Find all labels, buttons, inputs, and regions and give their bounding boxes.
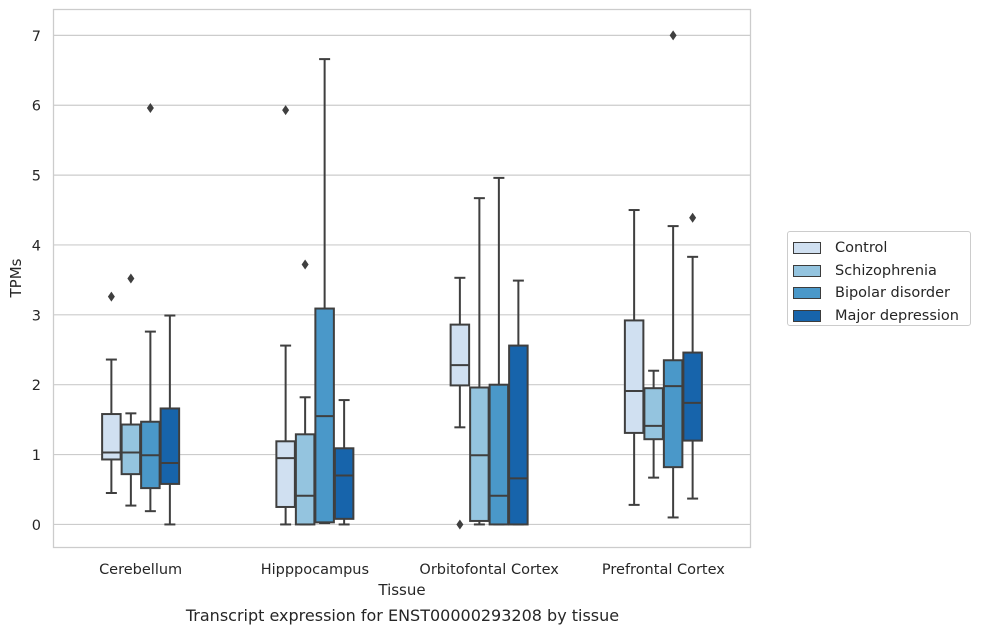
iqr-box [469, 386, 490, 522]
x-axis-label: Tissue [377, 581, 425, 599]
legend-label-bipolar-disorder: Bipolar disorder [835, 285, 950, 302]
box-orbitofontal-cortex-schizophrenia [469, 197, 490, 526]
iqr-box [662, 359, 684, 469]
box-orbitofontal-cortex-control [449, 276, 471, 530]
x-tick-label-cerebellum: Cerebellum [99, 562, 182, 578]
y-axis-label: TPMs [7, 258, 25, 298]
box-groups [101, 30, 703, 530]
outlier-point [301, 259, 309, 270]
box-hipppocampus-bipolar-disorder [314, 58, 335, 525]
x-axis-ticks: Cerebellum Hipppocampus Orbitofontal Corte… [99, 562, 725, 578]
legend-item-control: Control [793, 237, 970, 260]
box-prefrontal-cortex-control [623, 209, 645, 506]
y-axis-ticks: 0 1 2 3 4 5 6 7 [32, 29, 41, 534]
figure-caption: Transcript expression for ENST0000029320… [185, 606, 620, 625]
y-tick-label: 7 [32, 29, 41, 45]
iqr-box [508, 344, 529, 526]
outlier-point [689, 212, 697, 223]
box-cerebellum-control [101, 291, 122, 495]
x-tick-label-orbitofontal-cortex: Orbitofontal Cortex [419, 562, 559, 578]
legend-swatch-bipolar-disorder [793, 287, 821, 300]
box-cerebellum-major-depression [159, 314, 181, 526]
iqr-box [488, 383, 510, 526]
box-cerebellum-schizophrenia [120, 273, 142, 507]
iqr-box [294, 433, 316, 526]
legend-item-bipolar-disorder: Bipolar disorder [793, 282, 970, 305]
y-tick-label: 5 [32, 169, 41, 185]
legend: Control Schizophrenia Bipolar disorder M… [787, 231, 971, 326]
legend-swatch-major-depression [793, 309, 821, 322]
box-prefrontal-cortex-schizophrenia [643, 369, 664, 479]
iqr-box [120, 423, 142, 476]
box-hipppocampus-major-depression [333, 399, 355, 526]
legend-label-schizophrenia: Schizophrenia [835, 262, 937, 279]
iqr-box [682, 351, 703, 442]
legend-swatch-schizophrenia [793, 264, 821, 277]
iqr-box [333, 447, 355, 520]
outlier-point [282, 105, 290, 116]
box-orbitofontal-cortex-bipolar-disorder [488, 176, 510, 526]
plot-frame [52, 8, 752, 549]
y-tick-label: 2 [32, 378, 41, 394]
outlier-point [669, 30, 677, 41]
legend-label-major-depression: Major depression [835, 307, 959, 324]
y-tick-label: 1 [32, 448, 41, 464]
box-prefrontal-cortex-major-depression [682, 212, 703, 500]
y-tick-label: 3 [32, 308, 41, 324]
x-tick-label-prefrontal-cortex: Prefrontal Cortex [602, 562, 725, 578]
outlier-point [456, 519, 464, 530]
outlier-point [107, 291, 115, 302]
box-orbitofontal-cortex-major-depression [508, 279, 529, 526]
iqr-box [275, 440, 296, 508]
legend-item-major-depression: Major depression [793, 305, 970, 328]
iqr-box [449, 323, 471, 387]
box-hipppocampus-schizophrenia [294, 259, 316, 526]
legend-label-control: Control [835, 240, 888, 257]
legend-item-schizophrenia: Schizophrenia [793, 260, 970, 283]
x-tick-label-hipppocampus: Hipppocampus [261, 562, 369, 578]
y-tick-label: 0 [32, 518, 41, 534]
iqr-box [643, 387, 664, 441]
outlier-point [127, 273, 135, 284]
legend-swatch-control [793, 242, 821, 255]
iqr-box [159, 407, 181, 485]
box-cerebellum-bipolar-disorder [140, 103, 161, 513]
y-tick-label: 4 [32, 238, 41, 254]
y-tick-label: 6 [32, 99, 41, 115]
box-prefrontal-cortex-bipolar-disorder [662, 30, 684, 519]
iqr-box [623, 319, 645, 434]
outlier-point [146, 103, 154, 114]
